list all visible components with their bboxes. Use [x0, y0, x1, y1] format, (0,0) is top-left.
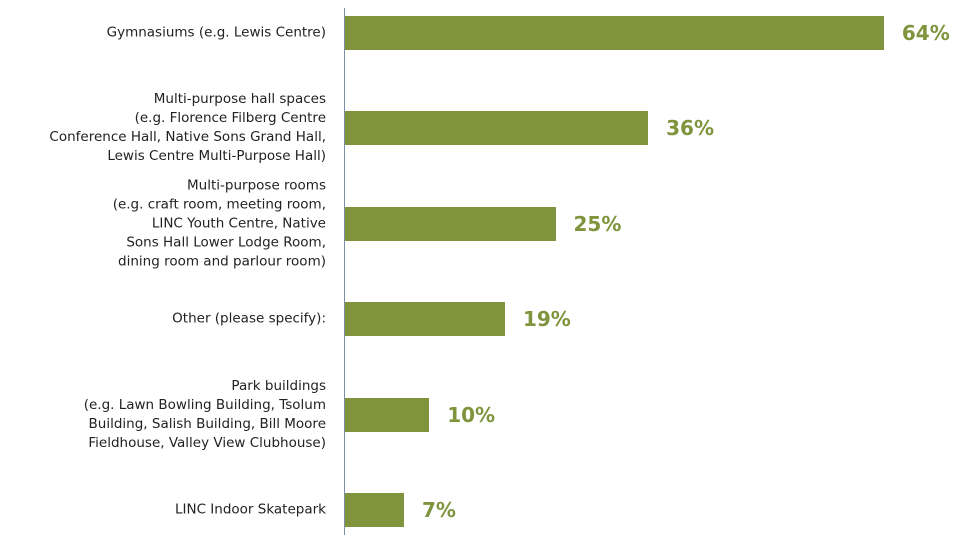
category-label: LINC Indoor Skatepark: [174, 501, 326, 518]
value-label: 10%: [447, 402, 496, 427]
category-label: Multi-purpose hall spaces (e.g. Florence…: [49, 91, 326, 165]
bar: [345, 397, 430, 432]
axis-line: [344, 8, 345, 535]
bar: [345, 16, 884, 50]
value-label: 25%: [573, 211, 622, 236]
value-label: 19%: [522, 307, 571, 332]
value-label: 64%: [901, 21, 950, 45]
bar: [345, 493, 404, 527]
value-label: 7%: [421, 498, 456, 522]
category-label: Other (please specify):: [172, 310, 326, 327]
category-label: Gymnasiums (e.g. Lewis Centre): [106, 24, 326, 41]
bar: [345, 302, 505, 337]
category-label: Park buildings (e.g. Lawn Bowling Buildi…: [83, 377, 326, 451]
bar: [345, 206, 556, 241]
bar: [345, 111, 649, 146]
value-label: 36%: [666, 116, 714, 141]
category-label: Multi-purpose rooms (e.g. craft room, me…: [112, 177, 326, 270]
